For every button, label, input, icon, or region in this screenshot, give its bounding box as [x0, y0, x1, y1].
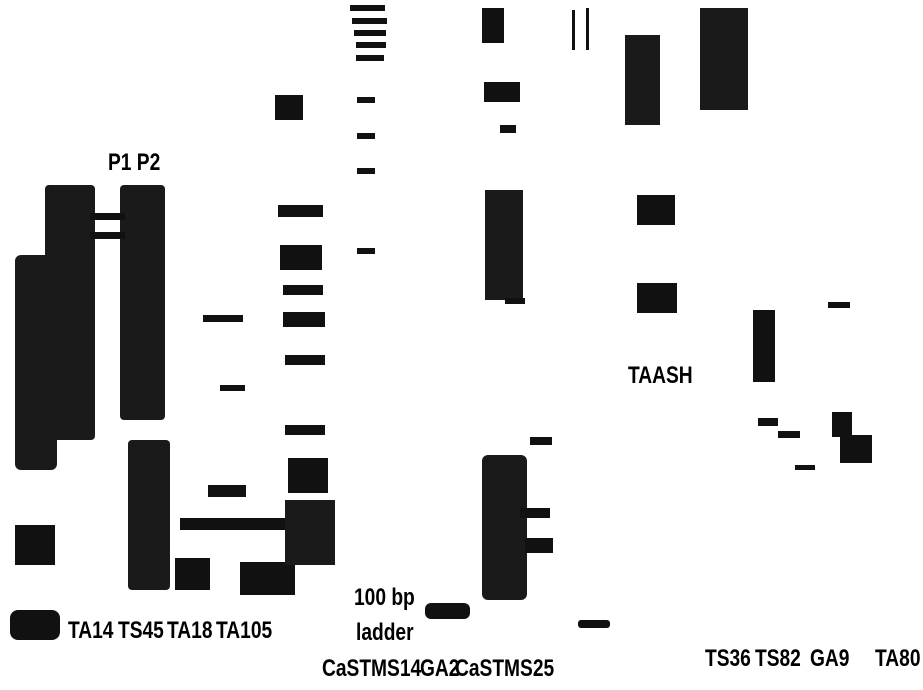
band: [280, 245, 322, 270]
band: [700, 8, 748, 110]
band: [278, 205, 323, 217]
band: [753, 310, 775, 382]
band: [578, 620, 610, 628]
lane-label: TS82: [755, 644, 801, 672]
lane-label: TS45: [118, 616, 164, 644]
band: [832, 412, 852, 437]
lane-label: TS36: [705, 644, 751, 672]
band: [90, 232, 125, 239]
band: [637, 283, 677, 313]
band: [828, 302, 850, 308]
band: [357, 168, 375, 174]
band: [283, 285, 323, 295]
band: [45, 185, 95, 440]
band: [637, 195, 675, 225]
lane-label: GA9: [810, 644, 849, 672]
band: [120, 185, 165, 420]
band: [180, 518, 290, 530]
band: [240, 562, 295, 595]
band: [758, 418, 778, 426]
band: [357, 248, 375, 254]
band: [840, 435, 872, 463]
ladder-label: ladder: [356, 618, 414, 646]
band: [354, 30, 386, 36]
band: [352, 18, 387, 24]
band: [208, 485, 246, 497]
band: [586, 8, 589, 50]
band: [285, 500, 335, 565]
band: [425, 603, 470, 619]
band: [283, 312, 325, 327]
band: [275, 95, 303, 120]
band: [357, 97, 375, 103]
band: [778, 431, 800, 438]
band: [175, 558, 210, 590]
band: [530, 437, 552, 445]
lane-label: TA105: [216, 616, 272, 644]
band: [572, 10, 575, 50]
band: [285, 425, 325, 435]
band: [350, 5, 385, 11]
lane-label: TAASH: [628, 361, 693, 389]
band: [520, 508, 550, 518]
band: [220, 385, 245, 391]
band: [288, 458, 328, 493]
lane-label: GA2: [420, 654, 459, 682]
band: [482, 8, 504, 43]
lane-label: TA80: [875, 644, 920, 672]
band: [15, 525, 55, 565]
band: [500, 125, 516, 133]
ladder-label: 100 bp: [354, 583, 415, 611]
lane-label: CaSTMS14: [322, 654, 421, 682]
band: [356, 55, 384, 61]
lane-label: CaSTMS25: [455, 654, 554, 682]
band: [625, 35, 660, 125]
band: [90, 213, 125, 220]
band: [484, 82, 520, 102]
band: [203, 315, 243, 322]
gel-image: P1 P2 TA14 TS45 TA18 TA105 100 bp ladder…: [0, 0, 923, 690]
band: [128, 440, 170, 590]
band: [285, 355, 325, 365]
band: [357, 133, 375, 139]
band: [482, 455, 527, 600]
band: [356, 42, 386, 48]
band: [795, 465, 815, 470]
lane-label: TA18: [167, 616, 212, 644]
band: [10, 610, 60, 640]
band: [525, 538, 553, 553]
parent-label: P1 P2: [108, 148, 160, 176]
band: [505, 298, 525, 304]
lane-label: TA14: [68, 616, 113, 644]
band: [485, 190, 523, 300]
